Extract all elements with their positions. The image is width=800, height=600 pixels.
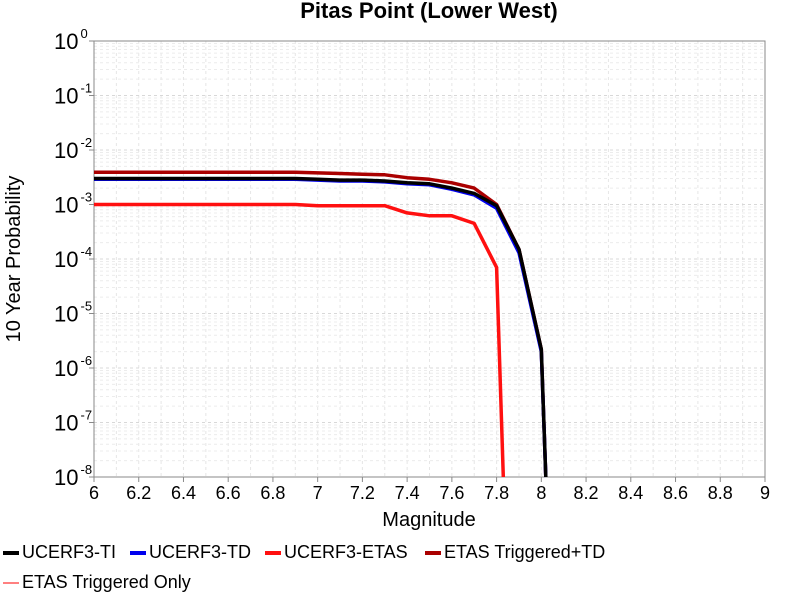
legend-label-ucerf3-td: UCERF3-TD	[149, 542, 251, 562]
series-line-ucerf3-ti	[94, 176, 548, 478]
y-tick-label: 10 -2	[54, 135, 92, 163]
chart-title: Pitas Point (Lower West)	[300, 0, 558, 23]
y-tick-label: 10 -8	[54, 462, 92, 490]
y-tick-label: 10 -1	[54, 81, 92, 109]
x-tick-label: 8.2	[574, 483, 599, 503]
legend-label-etas-triggered-only: ETAS Triggered Only	[22, 572, 191, 592]
y-tick-label: 10 -4	[54, 244, 92, 272]
legend: UCERF3-TI UCERF3-TD UCERF3-ETAS ETAS Trigge…	[3, 542, 605, 592]
axis-ticks: 6 6.2 6.4 6.6 6.8 7 7.2 7.4 7.6 7.8 8 8.2 8.4 8.6 8.8 9…	[54, 26, 770, 503]
x-tick-label: 6.8	[260, 483, 285, 503]
series-line-ucerf3-etas	[94, 202, 506, 478]
y-tick-label: 10 0	[54, 26, 88, 54]
series-line-etas-triggered-td	[94, 170, 548, 478]
x-tick-label: 9	[760, 483, 770, 503]
legend-label-ucerf3-ti: UCERF3-TI	[22, 542, 116, 562]
x-tick-label: 8.6	[663, 483, 688, 503]
x-tick-label: 7.8	[484, 483, 509, 503]
x-tick-label: 6	[89, 483, 99, 503]
legend-label-etas-triggered-td: ETAS Triggered+TD	[444, 542, 605, 562]
x-tick-label: 6.6	[216, 483, 241, 503]
x-tick-label: 7.2	[350, 483, 375, 503]
x-tick-label: 8	[536, 483, 546, 503]
x-tick-label: 8.4	[618, 483, 643, 503]
y-tick-label: 10 -3	[54, 190, 92, 218]
y-tick-label: 10 -5	[54, 299, 92, 327]
y-tick-label: 10 -7	[54, 408, 92, 436]
series-group	[94, 170, 548, 478]
y-axis-label: 10 Year Probability	[3, 176, 25, 343]
legend-label-ucerf3-etas: UCERF3-ETAS	[284, 542, 408, 562]
x-tick-label: 7	[313, 483, 323, 503]
x-tick-label: 6.4	[171, 483, 196, 503]
x-tick-label: 8.8	[708, 483, 733, 503]
grid	[93, 41, 766, 478]
x-tick-label: 7.4	[395, 483, 420, 503]
x-tick-label: 6.2	[126, 483, 151, 503]
x-tick-label: 7.6	[439, 483, 464, 503]
y-tick-label: 10 -6	[54, 353, 92, 381]
x-axis-label: Magnitude	[382, 509, 475, 531]
